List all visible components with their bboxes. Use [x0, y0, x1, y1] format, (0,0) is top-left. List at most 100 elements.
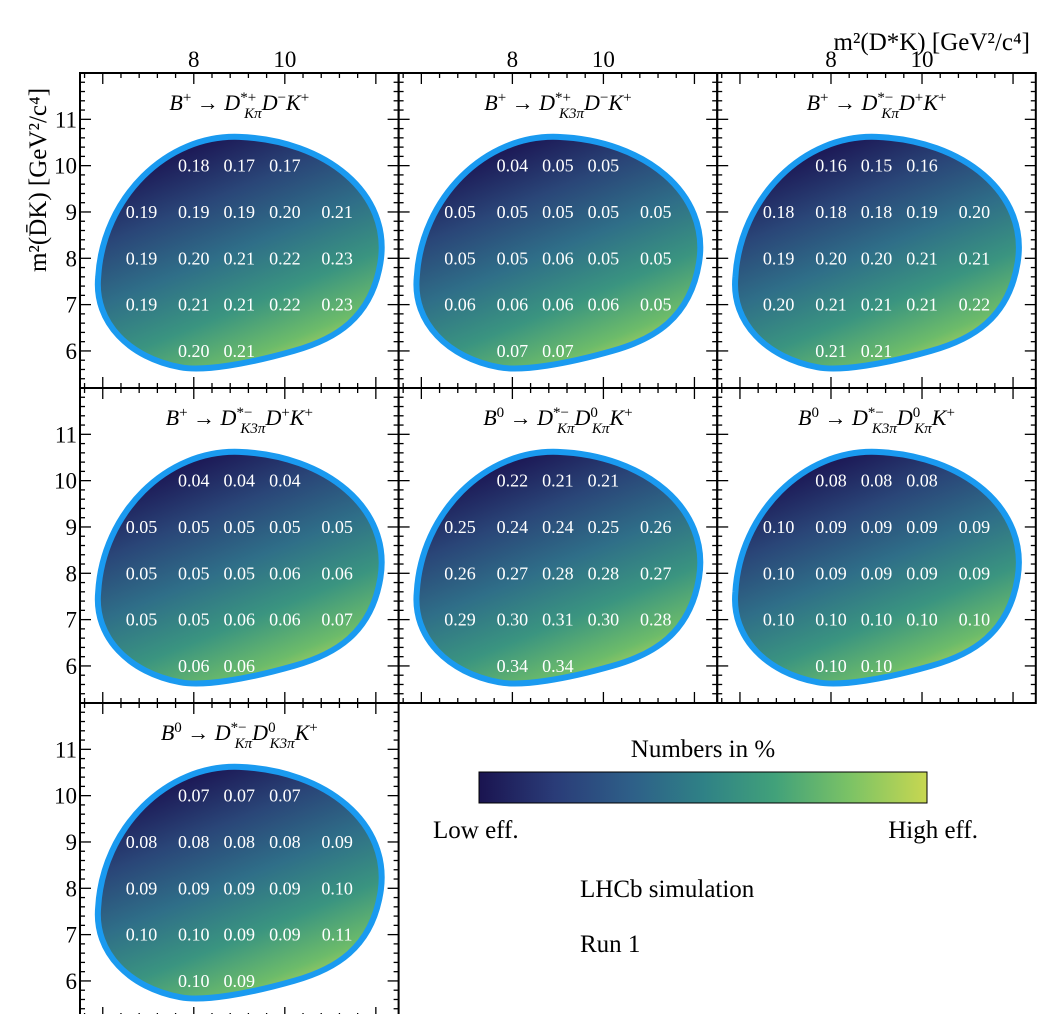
axis-ticks — [717, 388, 1036, 703]
efficiency-value: 0.05 — [269, 517, 301, 537]
efficiency-value: 0.08 — [815, 471, 847, 491]
efficiency-value: 0.06 — [542, 248, 574, 268]
efficiency-value: 0.05 — [178, 610, 210, 630]
efficiency-value: 0.31 — [542, 610, 574, 630]
efficiency-value: 0.19 — [224, 202, 256, 222]
efficiency-value: 0.22 — [497, 471, 529, 491]
efficiency-value: 0.10 — [815, 610, 847, 630]
x-axis-label: m²(D*K) [GeV²/c⁴] — [833, 29, 1030, 56]
efficiency-value: 0.08 — [861, 471, 893, 491]
efficiency-value: 0.09 — [224, 925, 256, 945]
efficiency-value: 0.06 — [588, 295, 620, 315]
efficiency-value: 0.07 — [497, 341, 529, 361]
efficiency-value: 0.06 — [224, 610, 256, 630]
efficiency-value: 0.05 — [224, 517, 256, 537]
efficiency-value: 0.08 — [178, 832, 210, 852]
y-tick-label: 9 — [66, 830, 78, 855]
dalitz-boundary — [732, 448, 1022, 687]
efficiency-value: 0.17 — [269, 156, 301, 176]
dalitz-boundary — [732, 133, 1022, 372]
efficiency-value: 0.10 — [763, 610, 795, 630]
axis-ticks — [80, 703, 399, 1014]
x-tick-label: 8 — [188, 47, 200, 72]
efficiency-value: 0.05 — [542, 156, 574, 176]
efficiency-value: 0.20 — [269, 202, 301, 222]
efficiency-value: 0.09 — [861, 563, 893, 583]
efficiency-value: 0.18 — [178, 156, 210, 176]
y-tick-label: 6 — [66, 969, 78, 994]
efficiency-value: 0.06 — [497, 295, 529, 315]
x-tick-label: 10 — [273, 47, 296, 72]
panel-7: 6 7 8 9 10 11 B0 → D*− KπD0 K3πK+ 0.07 0.07 0.07 0.0… — [54, 702, 400, 1014]
y-tick-label: 10 — [54, 154, 77, 179]
panel-decay-title: B0 → D*− KπD0 KπK+ — [483, 405, 632, 437]
efficiency-value: 0.09 — [815, 563, 847, 583]
panels-group: 6 7 8 9 10 11 8 10 B+ → D*+ KπD−K+ 0.18 0.17 0.17 0.1… — [54, 47, 1037, 1014]
efficiency-value: 0.17 — [224, 156, 256, 176]
efficiency-value: 0.30 — [497, 610, 529, 630]
legend-title: Numbers in % — [631, 736, 775, 763]
efficiency-value: 0.09 — [959, 517, 991, 537]
efficiency-value: 0.09 — [224, 878, 256, 898]
efficiency-value: 0.09 — [815, 517, 847, 537]
y-tick-label: 6 — [66, 339, 78, 364]
x-tick-label: 10 — [592, 47, 615, 72]
efficiency-value: 0.06 — [444, 295, 476, 315]
efficiency-value: 0.24 — [542, 517, 574, 537]
x-tick-label: 8 — [507, 47, 519, 72]
efficiency-value: 0.10 — [815, 656, 847, 676]
efficiency-value: 0.18 — [763, 202, 795, 222]
x-tick-label: 10 — [911, 47, 934, 72]
efficiency-value: 0.06 — [542, 295, 574, 315]
axis-ticks — [717, 73, 1036, 388]
efficiency-value: 0.05 — [321, 517, 353, 537]
panel-decay-title: B+ → D*− K3πD+K+ — [166, 405, 313, 437]
efficiency-value: 0.24 — [497, 517, 529, 537]
efficiency-value: 0.27 — [640, 563, 672, 583]
y-tick-label: 9 — [66, 515, 78, 540]
efficiency-value: 0.05 — [588, 202, 620, 222]
efficiency-value: 0.22 — [269, 248, 301, 268]
efficiency-value: 0.21 — [588, 471, 620, 491]
efficiency-value: 0.05 — [178, 517, 210, 537]
panel-decay-title: B+ → D*+ KπD−K+ — [169, 90, 309, 122]
efficiency-value: 0.30 — [588, 610, 620, 630]
efficiency-value: 0.05 — [126, 517, 158, 537]
efficiency-value: 0.09 — [906, 517, 938, 537]
efficiency-value: 0.09 — [126, 878, 158, 898]
efficiency-value: 0.05 — [640, 295, 672, 315]
efficiency-value: 0.28 — [588, 563, 620, 583]
efficiency-value: 0.20 — [178, 341, 210, 361]
efficiency-value: 0.09 — [269, 878, 301, 898]
dalitz-boundary — [94, 448, 385, 687]
efficiency-value: 0.23 — [321, 248, 353, 268]
efficiency-value: 0.15 — [861, 156, 893, 176]
efficiency-value: 0.20 — [815, 248, 847, 268]
efficiency-value: 0.06 — [178, 656, 210, 676]
panel-6: B0 → D*− K3πD0 KπK+ 0.08 0.08 0.08 0.10 0.09 0.0… — [716, 387, 1037, 704]
y-tick-label: 8 — [66, 876, 78, 901]
efficiency-value: 0.05 — [444, 248, 476, 268]
efficiency-value: 0.29 — [444, 610, 476, 630]
efficiency-value: 0.10 — [763, 563, 795, 583]
efficiency-value: 0.05 — [444, 202, 476, 222]
efficiency-value: 0.20 — [763, 295, 795, 315]
efficiency-value: 0.06 — [269, 563, 301, 583]
efficiency-value: 0.18 — [815, 202, 847, 222]
legend-high-label: High eff. — [888, 817, 978, 844]
efficiency-value: 0.05 — [640, 248, 672, 268]
dalitz-boundary — [94, 763, 385, 1002]
efficiency-value: 0.21 — [542, 471, 574, 491]
efficiency-value: 0.11 — [322, 925, 353, 945]
x-tick-label: 8 — [825, 47, 837, 72]
y-tick-label: 8 — [66, 561, 78, 586]
legend-low-label: Low eff. — [433, 817, 519, 844]
efficiency-value: 0.16 — [815, 156, 847, 176]
efficiency-value: 0.22 — [269, 295, 301, 315]
axis-ticks — [398, 73, 718, 388]
run-label: Run 1 — [580, 931, 640, 958]
efficiency-value: 0.09 — [906, 563, 938, 583]
efficiency-value: 0.04 — [497, 156, 529, 176]
efficiency-value: 0.10 — [861, 610, 893, 630]
efficiency-value: 0.07 — [224, 786, 256, 806]
